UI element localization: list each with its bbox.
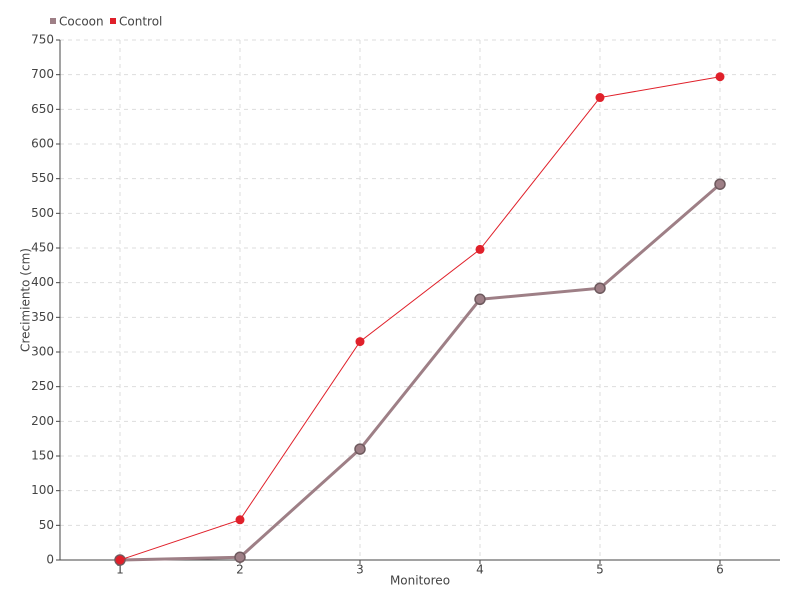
data-point xyxy=(595,93,605,103)
data-point xyxy=(714,178,726,190)
y-tick-label: 650 xyxy=(31,102,54,116)
y-tick-label: 0 xyxy=(46,553,54,567)
y-axis-label: Crecimiento (cm) xyxy=(19,248,33,352)
y-tick-label: 300 xyxy=(31,345,54,359)
y-tick-label: 50 xyxy=(39,518,54,532)
data-point xyxy=(594,282,606,294)
data-point xyxy=(475,244,485,254)
x-tick-label: 3 xyxy=(356,563,364,577)
series-line xyxy=(119,76,721,561)
data-point xyxy=(234,551,246,563)
data-point xyxy=(474,293,486,306)
x-tick-label: 4 xyxy=(476,563,484,577)
data-point xyxy=(355,337,365,347)
y-tick-label: 450 xyxy=(31,241,54,255)
legend-label: Cocoon xyxy=(59,15,104,29)
y-tick-label: 500 xyxy=(31,206,54,220)
x-tick-label: 6 xyxy=(716,563,724,577)
x-tick-label: 5 xyxy=(596,563,604,577)
y-tick-label: 250 xyxy=(31,379,54,393)
y-tick-label: 100 xyxy=(31,483,54,497)
y-tick-label: 550 xyxy=(31,171,54,185)
data-point xyxy=(235,515,245,525)
legend-label: Control xyxy=(119,15,162,29)
series-line xyxy=(119,183,721,562)
data-point xyxy=(115,555,125,565)
y-tick-label: 700 xyxy=(31,67,54,81)
y-tick-label: 600 xyxy=(31,137,54,151)
y-tick-label: 750 xyxy=(31,33,54,47)
data-point xyxy=(354,443,366,455)
y-tick-label: 200 xyxy=(31,414,54,428)
x-tick-label: 1 xyxy=(116,563,124,577)
y-tick-label: 400 xyxy=(31,275,54,289)
x-tick-label: 2 xyxy=(236,563,244,577)
legend-swatch xyxy=(50,18,56,24)
y-tick-label: 150 xyxy=(31,449,54,463)
x-axis-label: Monitoreo xyxy=(390,574,450,588)
y-tick-label: 350 xyxy=(31,310,54,324)
legend-swatch xyxy=(110,18,116,24)
data-point xyxy=(715,72,725,82)
